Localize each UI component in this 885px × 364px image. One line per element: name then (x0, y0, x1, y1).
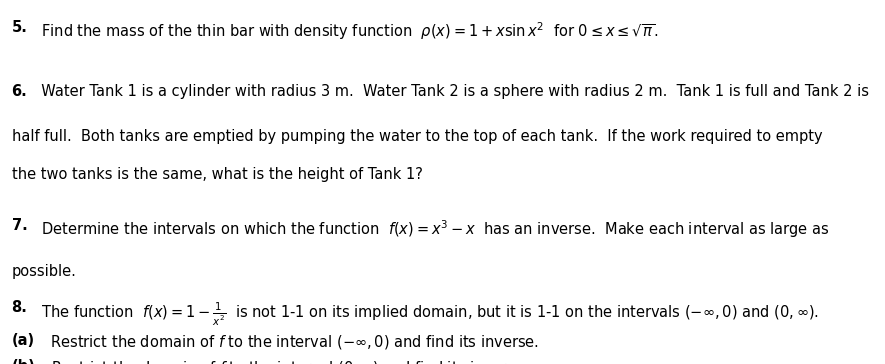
Text: the two tanks is the same, what is the height of Tank 1?: the two tanks is the same, what is the h… (12, 167, 422, 182)
Text: (a): (a) (12, 333, 35, 348)
Text: Restrict the domain of $f$ to the interval $(-\infty,0)$ and find its inverse.: Restrict the domain of $f$ to the interv… (42, 333, 539, 351)
Text: possible.: possible. (12, 264, 76, 279)
Text: Restrict the domain of $f$ to the interval $(0,\infty)$ and find its inverse.: Restrict the domain of $f$ to the interv… (42, 359, 527, 364)
Text: 8.: 8. (12, 300, 27, 315)
Text: 5.: 5. (12, 20, 27, 35)
Text: (b): (b) (12, 359, 35, 364)
Text: Water Tank 1 is a cylinder with radius 3 m.  Water Tank 2 is a sphere with radiu: Water Tank 1 is a cylinder with radius 3… (32, 84, 869, 99)
Text: 6.: 6. (12, 84, 27, 99)
Text: Find the mass of the thin bar with density function  $\rho(x)=1+x\sin x^2$  for : Find the mass of the thin bar with densi… (32, 20, 658, 42)
Text: The function  $f(x)=1-\frac{1}{x^2}$  is not 1-1 on its implied domain, but it i: The function $f(x)=1-\frac{1}{x^2}$ is n… (32, 300, 820, 328)
Text: Determine the intervals on which the function  $f(x)=x^3-x$  has an inverse.  Ma: Determine the intervals on which the fun… (32, 218, 829, 240)
Text: half full.  Both tanks are emptied by pumping the water to the top of each tank.: half full. Both tanks are emptied by pum… (12, 129, 822, 144)
Text: 7.: 7. (12, 218, 27, 233)
